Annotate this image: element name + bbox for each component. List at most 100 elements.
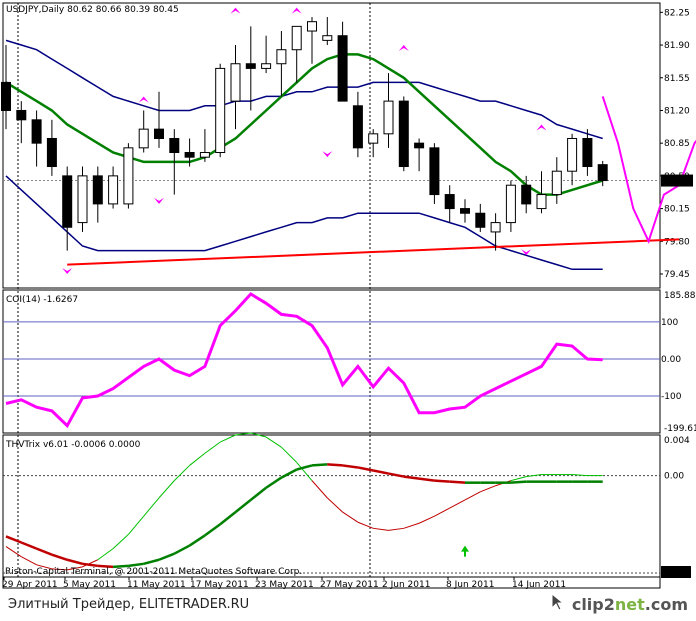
candle [337, 21, 348, 102]
trix-fast-segment [296, 462, 313, 481]
signal-arrow-up-icon [536, 124, 547, 131]
signal-arrow-up-icon [398, 45, 409, 52]
signal-arrow-up-icon [138, 96, 149, 103]
candle-body [199, 152, 210, 158]
candle [368, 129, 379, 158]
candle-body [291, 25, 302, 51]
price-chart-title: USDJPY,Daily 80.62 80.66 80.39 80.45 [6, 5, 179, 15]
trix-slow-segment [188, 534, 206, 547]
price-tick-label: 80.15 [664, 205, 690, 215]
trix-fast-segment [5, 546, 22, 558]
support-trend-line [67, 238, 680, 266]
signal-arrow-down-icon [154, 197, 164, 204]
trix-slow-segment [66, 558, 83, 566]
pane-frame [2, 2, 661, 289]
band-upper-line [5, 39, 603, 140]
candle [62, 166, 73, 251]
price-tick-label: 80.85 [664, 139, 690, 149]
candle [551, 157, 562, 204]
x-tick-label: 5 May 2011 [63, 580, 116, 590]
candle [414, 138, 425, 172]
candle-body [307, 21, 317, 32]
candle [322, 17, 333, 46]
trix-fast-segment [265, 436, 282, 448]
candle-body [245, 63, 256, 69]
trix-fast-segment [403, 522, 420, 529]
coi-tick-label: -100 [661, 392, 682, 402]
x-tick-label: 17 May 2011 [190, 580, 249, 590]
candle-body [16, 109, 27, 121]
candle-body [521, 184, 532, 205]
trix-fast-segment [326, 497, 343, 513]
x-tick-label: 11 May 2011 [127, 580, 186, 590]
footer-caption: Элитный Трейдер, ELITETRADER.RU [8, 597, 250, 612]
trix-slow-segment [403, 475, 420, 480]
price-tick-label: 82.25 [664, 8, 690, 18]
trix-slow-segment [280, 468, 298, 479]
trix-fast-segment [173, 465, 190, 481]
candle [92, 166, 103, 223]
candle-body [490, 222, 501, 233]
price-tick-label: 79.80 [664, 237, 690, 247]
trix-fast-segment [82, 559, 99, 568]
candle-body [567, 137, 578, 172]
candle-body [123, 147, 134, 205]
trix-slow-segment [434, 479, 450, 483]
trix-fast-segment [526, 474, 542, 478]
trix-slow-segment [173, 544, 191, 555]
candle-body [536, 194, 547, 210]
coi-tick-label: -199.617 [664, 424, 696, 434]
price-tick-label: 81.20 [664, 106, 690, 116]
trix-slow-segment [357, 466, 374, 472]
coi-line [5, 292, 603, 429]
candle [31, 110, 42, 167]
brand: clip2net.com [550, 592, 688, 615]
trix-fast-segment [388, 527, 404, 531]
signal-arrow-up-icon [291, 7, 302, 14]
trix-slow-segment [342, 464, 359, 469]
forecast-line [601, 96, 696, 245]
candle [505, 180, 516, 232]
x-tick-label: 2 Jun 2011 [382, 580, 430, 590]
trix-fast-segment [510, 476, 527, 482]
candle [582, 129, 593, 176]
candle-body [322, 35, 333, 41]
candle [1, 45, 11, 130]
x-tick-label: 23 May 2011 [255, 580, 314, 590]
brand-suffix: .com [644, 594, 688, 614]
trix-fast-segment [158, 480, 175, 499]
trix-slow-segment [327, 463, 343, 467]
candle-body [92, 175, 103, 205]
trix-slow-segment [204, 523, 221, 537]
candle-body [383, 100, 394, 135]
trix-fast-segment [250, 432, 267, 438]
trix-slow-segment [219, 511, 237, 526]
x-tick-label: 14 Jun 2011 [512, 580, 566, 590]
trix-fast-segment [219, 434, 236, 443]
trix-fast-segment [480, 485, 496, 493]
trix-fast-segment [112, 534, 129, 549]
brand-net: net [614, 594, 645, 614]
candle [108, 166, 119, 209]
trix-fast-segment [418, 515, 435, 524]
candle [123, 143, 134, 209]
last-price-label: 80.45 [663, 177, 689, 187]
trix-fast-segment [189, 452, 206, 466]
trix-slow-segment [250, 486, 267, 501]
candle [276, 31, 287, 97]
candle [383, 73, 394, 148]
trix-fast-segment [97, 548, 114, 561]
band-middle-line [5, 53, 604, 196]
candle-body [62, 175, 73, 228]
trix-slow-segment [449, 480, 466, 484]
footer: Элитный Трейдер, ELITETRADER.RU clip2net… [0, 590, 696, 621]
signal-arrow-down-icon [521, 249, 532, 256]
candle-body [46, 137, 57, 168]
brand-text: clip2net.com [572, 595, 688, 614]
band-lower-line [5, 175, 603, 271]
candle-body [261, 63, 272, 69]
trix-slow-segment [296, 464, 313, 471]
candle-body [1, 81, 11, 111]
candle [199, 129, 210, 162]
candle [154, 91, 164, 148]
